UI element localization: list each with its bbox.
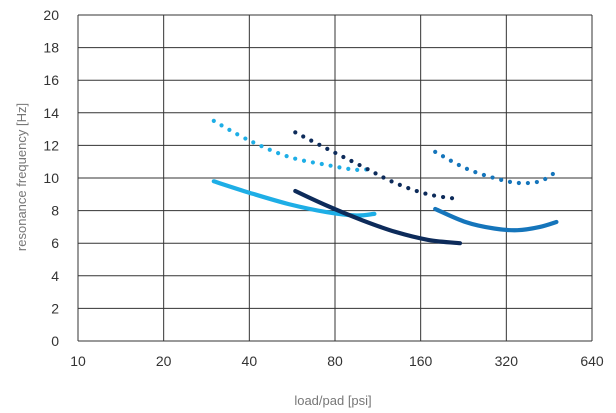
x-tick-label: 160 xyxy=(409,353,433,369)
x-tick-label: 640 xyxy=(580,353,604,369)
series-line-4-dotted xyxy=(293,130,463,202)
y-tick-label: 0 xyxy=(51,333,59,349)
x-tick-label: 40 xyxy=(242,353,258,369)
series-line-5-solid xyxy=(433,206,559,233)
y-tick-label: 14 xyxy=(43,105,59,121)
series-line-2-dotted xyxy=(211,118,377,173)
series-line-3-solid xyxy=(293,188,463,246)
y-tick-label: 20 xyxy=(43,7,59,23)
y-tick-label: 18 xyxy=(43,40,59,56)
x-axis-title: load/pad [psi] xyxy=(294,393,371,408)
y-tick-label: 2 xyxy=(51,300,59,316)
y-tick-label: 12 xyxy=(43,137,59,153)
x-tick-labels: 10 20 40 80 160 320 640 xyxy=(70,353,604,369)
series-line-1-solid xyxy=(211,179,377,218)
y-tick-label: 8 xyxy=(51,203,59,219)
y-tick-label: 10 xyxy=(43,170,59,186)
y-axis-title: resonance frequency [Hz] xyxy=(14,103,29,251)
x-tick-label: 80 xyxy=(327,353,343,369)
y-tick-labels: 0 2 4 6 8 10 12 14 16 18 20 xyxy=(43,7,59,349)
y-tick-label: 4 xyxy=(51,268,59,284)
grid xyxy=(77,14,593,342)
x-tick-label: 320 xyxy=(495,353,519,369)
y-tick-label: 6 xyxy=(51,235,59,251)
series-group xyxy=(211,118,559,246)
x-tick-label: 20 xyxy=(156,353,172,369)
x-tick-label: 10 xyxy=(70,353,86,369)
y-tick-label: 16 xyxy=(43,72,59,88)
